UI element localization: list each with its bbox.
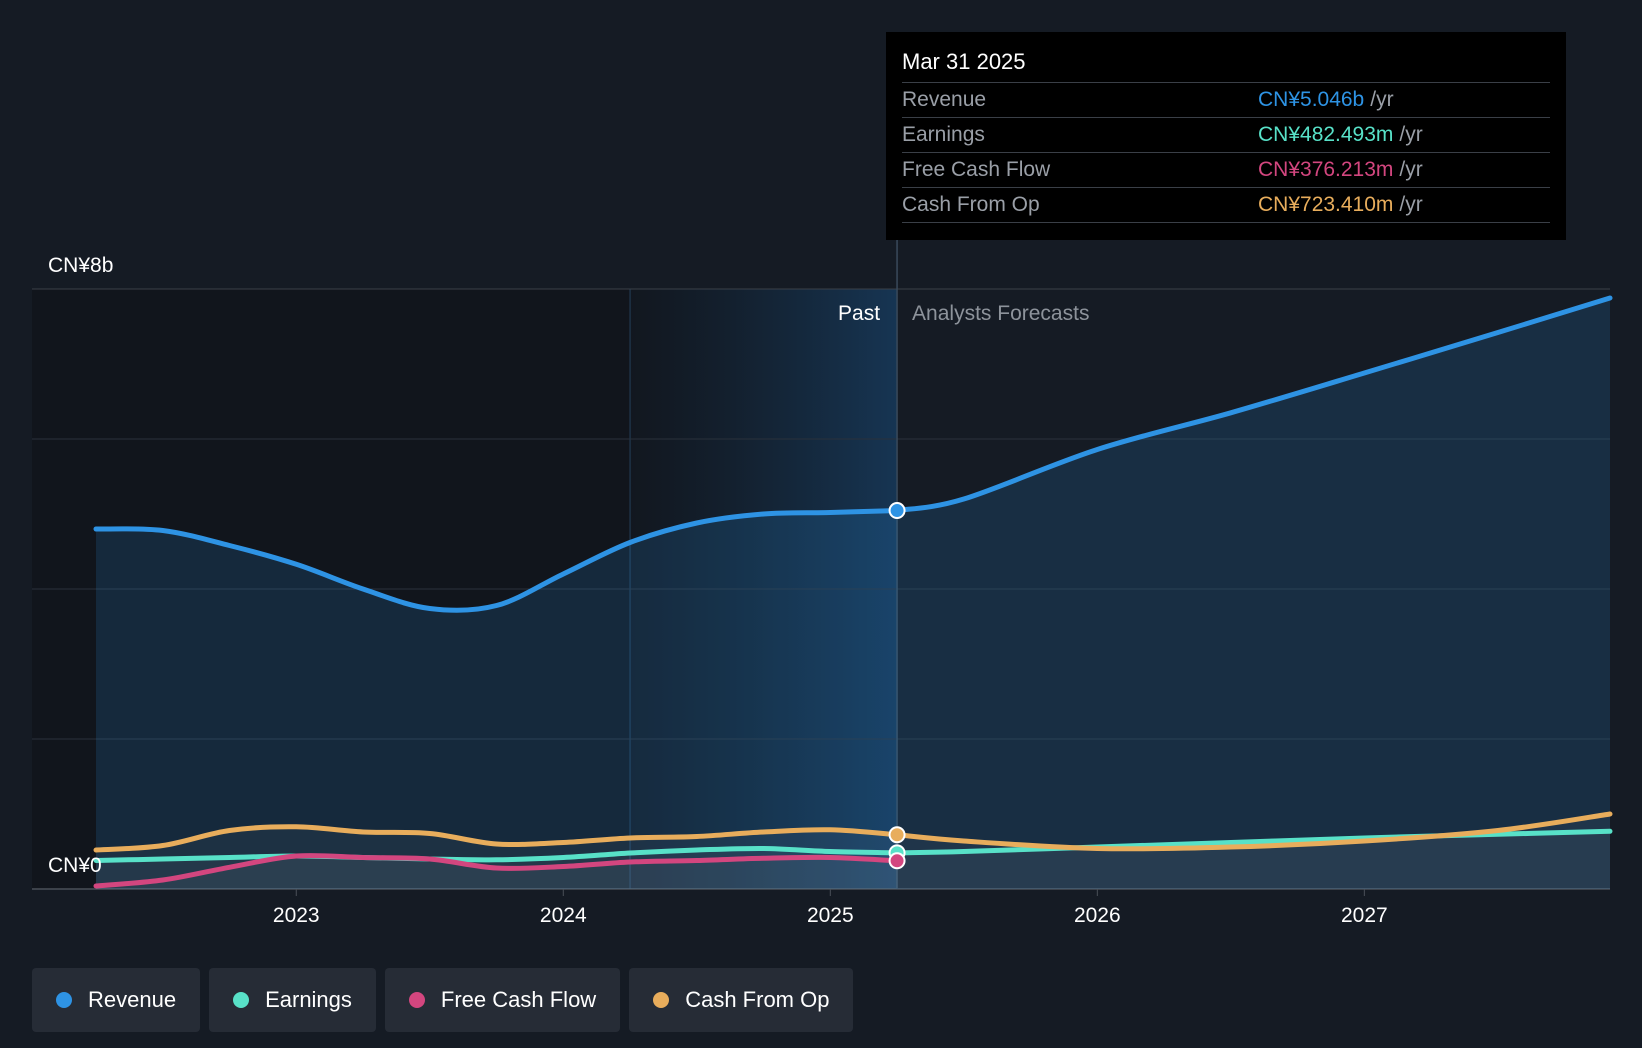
revenue-line-past [93,508,900,613]
revenue-line-forecast [894,295,1613,513]
tooltip-value: CN¥5.046b [1258,88,1365,111]
tooltip: Mar 31 2025 Revenue CN¥5.046b /yr Earnin… [886,32,1566,240]
earnings-line-forecast [894,828,1613,856]
tooltip-value: CN¥482.493m [1258,123,1394,146]
tooltip-unit: /yr [1370,88,1394,111]
tooltip-label: Cash From Op [902,193,1040,216]
y-axis-top-label: CN¥8b [48,254,113,277]
tooltip-value: CN¥723.410m [1258,193,1394,216]
tooltip-label: Earnings [902,123,985,146]
free-cash-flow-area [96,855,898,889]
x-tick-label: 2024 [540,904,587,927]
tooltip-unit: /yr [1399,193,1423,216]
earnings-line-past [93,845,900,863]
tooltip-unit: /yr [1399,123,1423,146]
tooltip-label: Free Cash Flow [902,158,1051,181]
cash-from-op-line-forecast [894,811,1613,852]
x-tick-label: 2027 [1341,904,1388,927]
past-label: Past [838,302,880,325]
revenue-area [96,298,1610,889]
x-tick-label: 2023 [273,904,320,927]
tooltip-row-earnings: Earnings CN¥482.493m /yr [902,118,1550,153]
tooltip-value: CN¥376.213m [1258,158,1394,181]
cash-from-op-marker [888,826,906,844]
tooltip-row-free-cash-flow: Free Cash Flow CN¥376.213m /yr [902,153,1550,188]
cash-from-op-line-past [93,824,900,853]
legend: Revenue Earnings Free Cash Flow Cash Fro… [32,968,862,1032]
tooltip-date: Mar 31 2025 [902,46,1550,83]
tooltip-row-revenue: Revenue CN¥5.046b /yr [902,83,1550,118]
legend-label: Cash From Op [685,987,830,1012]
legend-item-cash-from-op[interactable]: Cash From Op [629,968,854,1032]
tooltip-label: Revenue [902,88,987,111]
legend-item-revenue[interactable]: Revenue [32,968,201,1032]
y-axis-bottom-label: CN¥0 [48,854,102,877]
legend-dot-icon [56,992,72,1008]
legend-dot-icon [653,992,670,1008]
legend-dot-icon [408,992,425,1008]
free-cash-flow-line-past [93,852,900,889]
x-tick-label: 2025 [807,904,854,927]
tooltip-row-cash-from-op: Cash From Op CN¥723.410m /yr [902,188,1550,223]
legend-item-free-cash-flow[interactable]: Free Cash Flow [384,968,621,1032]
x-tick-label: 2026 [1074,904,1121,927]
forecast-label: Analysts Forecasts [912,302,1089,325]
tooltip-unit: /yr [1399,158,1423,181]
legend-label: Free Cash Flow [440,987,597,1012]
legend-dot-icon [233,992,250,1008]
revenue-marker [888,502,906,520]
legend-label: Revenue [88,987,177,1012]
free-cash-flow-marker [888,852,906,870]
legend-item-earnings[interactable]: Earnings [209,968,376,1032]
legend-label: Earnings [265,987,352,1012]
